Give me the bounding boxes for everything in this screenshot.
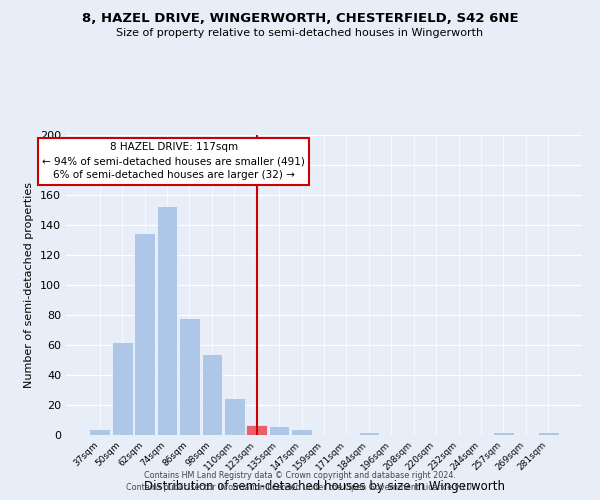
Bar [359, 432, 379, 435]
Bar [291, 429, 312, 435]
Y-axis label: Number of semi-detached properties: Number of semi-detached properties [25, 182, 34, 388]
Text: Size of property relative to semi-detached houses in Wingerworth: Size of property relative to semi-detach… [116, 28, 484, 38]
Bar [179, 318, 200, 435]
Text: Contains HM Land Registry data © Crown copyright and database right 2024.
Contai: Contains HM Land Registry data © Crown c… [126, 471, 474, 492]
Bar [89, 429, 110, 435]
Bar [202, 354, 222, 435]
Bar [224, 398, 245, 435]
Bar [269, 426, 289, 435]
Bar [112, 342, 133, 435]
Text: 8, HAZEL DRIVE, WINGERWORTH, CHESTERFIELD, S42 6NE: 8, HAZEL DRIVE, WINGERWORTH, CHESTERFIEL… [82, 12, 518, 26]
Text: 8 HAZEL DRIVE: 117sqm
← 94% of semi-detached houses are smaller (491)
6% of semi: 8 HAZEL DRIVE: 117sqm ← 94% of semi-deta… [43, 142, 305, 180]
Bar [157, 206, 178, 435]
Bar [247, 424, 267, 435]
Bar [134, 232, 155, 435]
Bar [493, 432, 514, 435]
X-axis label: Distribution of semi-detached houses by size in Wingerworth: Distribution of semi-detached houses by … [143, 480, 505, 494]
Bar [538, 432, 559, 435]
